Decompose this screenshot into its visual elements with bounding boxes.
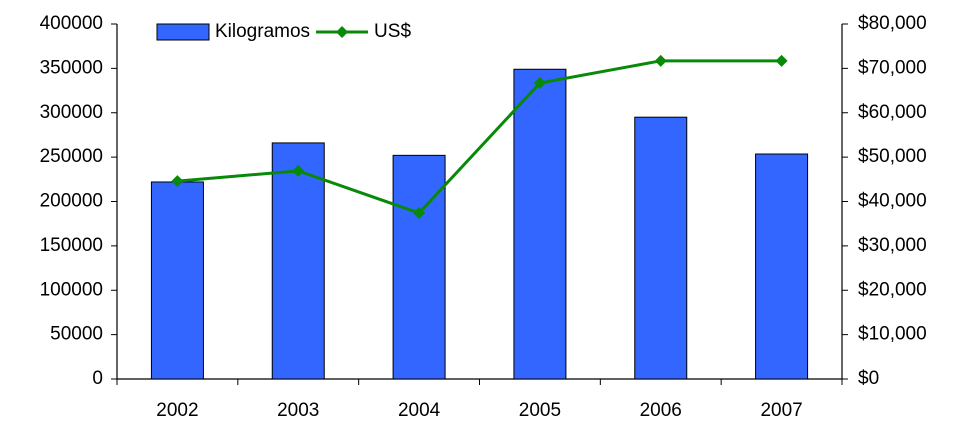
y2-tick-label: $10,000 [858,324,927,345]
x-tick-label: 2005 [519,400,561,421]
x-tick-label: 2002 [156,400,198,421]
bar [150,181,204,380]
y2-tick-label: $30,000 [858,235,927,256]
y2-tick-label: $0 [858,368,879,389]
bar [392,154,446,380]
line-marker [413,207,426,220]
y-tick-label: 100000 [40,279,103,300]
x-tick-label: 2004 [398,400,441,421]
bar [634,116,688,380]
y-tick-label: 150000 [40,235,103,256]
bar [271,142,325,380]
line-marker [775,54,788,67]
line-marker [533,77,546,90]
y-tick-label: 200000 [40,191,103,212]
legend-marker [336,26,349,38]
line [177,59,782,215]
bar [513,68,567,380]
y2-tick-label: $20,000 [858,279,927,300]
x-tick-label: 2003 [277,400,319,421]
y2-tick-label: $70,000 [858,57,927,78]
y-tick-label: 400000 [40,13,103,34]
legend-swatch [156,23,210,41]
y2-tick-label: $60,000 [858,102,927,123]
y2-tick-label: $40,000 [858,191,927,212]
legend-label: Kilogramos [215,21,310,42]
legend-label: US$ [374,21,411,42]
y-tick-label: 300000 [40,102,103,123]
y-tick-label: 0 [92,368,103,389]
x-tick-label: 2006 [640,400,682,421]
y-tick-label: 50000 [50,324,103,345]
y2-tick-label: $80,000 [858,13,927,34]
y2-tick-label: $50,000 [858,146,927,167]
bar [755,153,809,380]
line-marker [171,175,184,188]
line-marker [292,164,305,177]
y-tick-label: 350000 [40,57,103,78]
y-tick-label: 250000 [40,146,103,167]
x-tick-label: 2007 [760,400,802,421]
line-marker [654,54,667,67]
